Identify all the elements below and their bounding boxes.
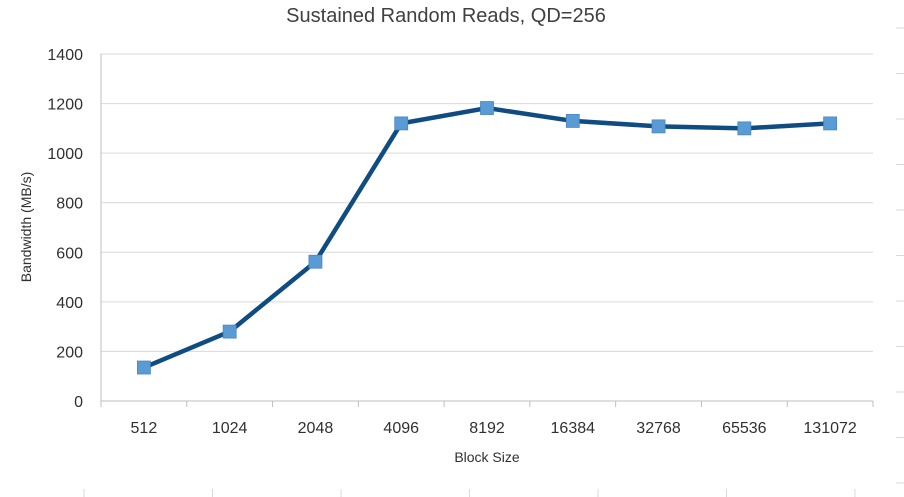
x-tick-label: 4096 [383,420,419,437]
x-tick-label: 512 [131,420,158,437]
chart-title: Sustained Random Reads, QD=256 [286,5,606,27]
data-point [136,360,151,375]
y-tick-label: 400 [56,295,83,312]
data-point [308,254,323,269]
data-point [823,116,838,131]
x-tick-label: 8192 [469,420,505,437]
x-tick-label: 2048 [298,420,334,437]
x-axis-title: Block Size [454,449,520,465]
y-tick-label: 1000 [47,146,83,163]
data-point [737,121,752,136]
data-point [480,101,494,115]
x-tick-label: 16384 [551,420,596,437]
y-tick-label: 600 [56,245,83,262]
frame-ticks [83,27,904,497]
data-point [222,324,237,339]
data-point [565,114,580,128]
data-point [394,116,409,131]
y-tick-label: 1200 [47,97,83,114]
x-tick-label: 65536 [722,420,767,437]
x-tick-label: 1024 [212,420,248,437]
x-tick-labels: 512 1024 2048 4096 8192 16384 32768 65536 131072 [100,401,874,437]
series-line [141,105,833,370]
y-tick-label: 800 [56,196,83,213]
gridlines [101,53,873,352]
series-layer [136,101,838,375]
y-axis-title: Bandwidth (MB/s) [18,172,34,282]
x-tick-label: 131072 [803,420,856,437]
y-tick-label: 200 [56,344,83,361]
y-tick-label: 0 [74,394,83,411]
y-tick-labels: 0 200 400 600 800 1000 1200 1400 [47,47,83,411]
x-tick-label: 32768 [636,420,681,437]
y-tick-label: 1400 [47,47,83,64]
data-point [651,119,666,134]
